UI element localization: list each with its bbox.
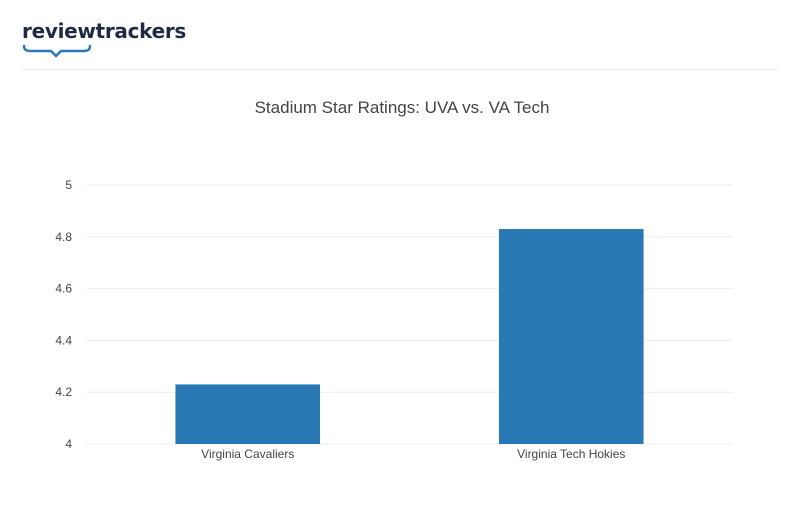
y-tick-label: 4.6 [55,282,72,296]
x-category-label: Virginia Cavaliers [201,447,294,461]
brand-name: reviewtrackers [22,19,187,43]
y-tick-label: 4 [65,437,72,451]
y-tick-label: 4.2 [55,385,72,399]
header-divider [22,69,778,70]
y-tick-label: 4.8 [55,230,72,244]
x-axis-labels: Virginia Cavaliers Virginia Tech Hokies [201,447,625,461]
chart-title: Stadium Star Ratings: UVA vs. VA Tech [255,98,550,117]
y-tick-label: 4.4 [55,333,72,347]
x-category-label: Virginia Tech Hokies [517,447,625,461]
brand-logo[interactable]: reviewtrackers [22,18,186,62]
bar[interactable] [498,229,644,444]
bar[interactable] [175,384,321,444]
bars [175,229,644,444]
y-tick-label: 5 [65,178,72,192]
y-axis-ticks: 4 4.2 4.4 4.6 4.8 5 [55,178,72,451]
speech-bubble-underline-icon [22,44,92,58]
